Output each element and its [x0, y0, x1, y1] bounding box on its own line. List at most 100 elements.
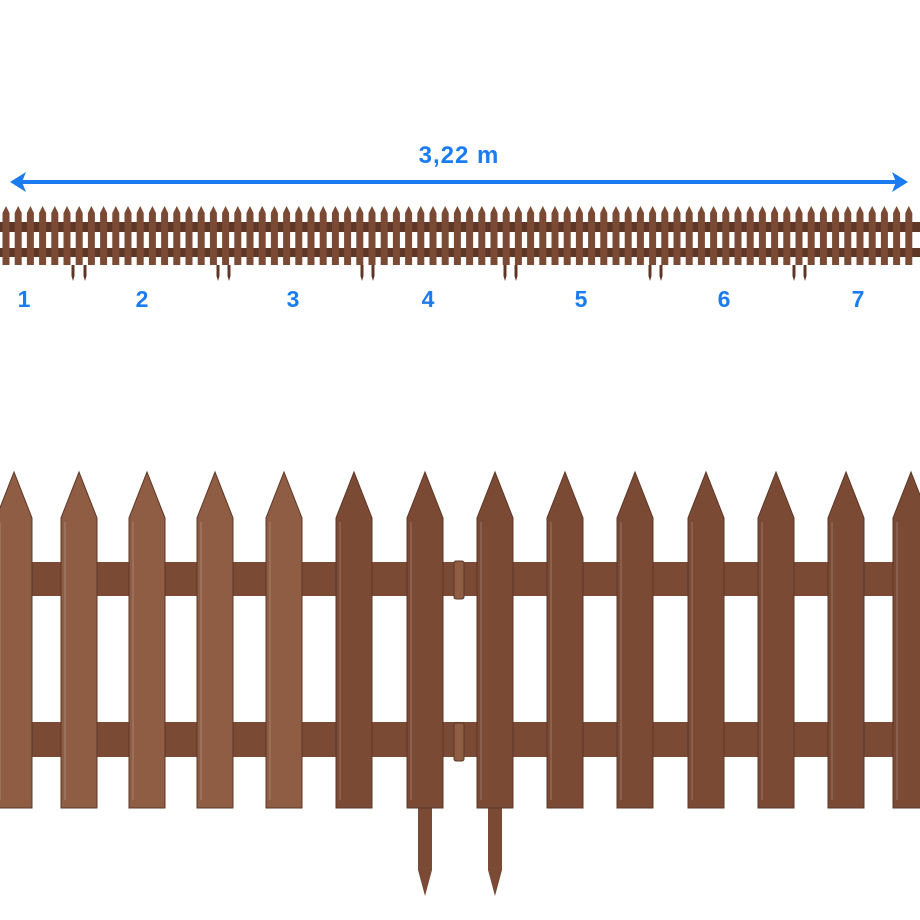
small-fence-picket	[771, 206, 779, 265]
small-fence-picket	[624, 206, 632, 265]
small-fence-picket	[478, 206, 486, 265]
large-fence-picket	[335, 470, 373, 809]
small-fence-picket	[270, 206, 278, 265]
small-fence-picket	[551, 206, 559, 265]
small-fence-picket	[197, 206, 205, 265]
small-fence-picket	[185, 206, 193, 265]
ground-stake	[418, 808, 432, 896]
small-fence-picket	[905, 206, 913, 265]
small-fence-picket	[758, 206, 766, 265]
small-fence-picket	[283, 206, 291, 265]
small-fence-picket	[295, 206, 303, 265]
small-fence-picket	[136, 206, 144, 265]
hinge	[453, 722, 465, 762]
ground-stake	[488, 808, 502, 896]
large-fence-picket	[265, 470, 303, 809]
small-fence-picket	[685, 206, 693, 265]
section-number: 6	[717, 286, 731, 312]
small-fence-picket	[307, 206, 315, 265]
small-fence-picket	[405, 206, 413, 265]
small-fence-picket	[246, 206, 254, 265]
large-fence-picket	[892, 470, 920, 809]
small-fence-stake	[659, 265, 663, 281]
small-fence-picket	[14, 206, 22, 265]
small-fence-picket	[575, 206, 583, 265]
small-fence-picket	[380, 206, 388, 265]
small-fence-picket	[39, 206, 47, 265]
large-fence-picket	[827, 470, 865, 809]
large-fence-picket	[687, 470, 725, 809]
small-fence-stake	[503, 265, 507, 281]
small-fence-picket	[466, 206, 474, 265]
small-fence-picket	[356, 206, 364, 265]
large-fence-picket	[60, 470, 98, 809]
large-fence-picket	[757, 470, 795, 809]
small-fence-picket	[527, 206, 535, 265]
small-fence-picket	[588, 206, 596, 265]
small-fence-stake	[371, 265, 375, 281]
small-fence-picket	[75, 206, 83, 265]
small-fence-picket	[722, 206, 730, 265]
small-fence-picket	[417, 206, 425, 265]
small-fence-picket	[2, 206, 10, 265]
small-fence-picket	[807, 206, 815, 265]
small-fence-picket	[344, 206, 352, 265]
small-fence-picket	[331, 206, 339, 265]
section-number: 4	[421, 286, 435, 312]
small-fence-stake	[514, 265, 518, 281]
small-fence-stake	[648, 265, 652, 281]
small-fence-picket	[453, 206, 461, 265]
large-fence-picket	[406, 470, 444, 809]
small-fence-picket	[392, 206, 400, 265]
small-fence-picket	[539, 206, 547, 265]
small-fence-picket	[51, 206, 59, 265]
small-fence-picket	[209, 206, 217, 265]
section-number: 1	[17, 286, 31, 312]
small-fence-picket	[563, 206, 571, 265]
small-fence-picket	[441, 206, 449, 265]
small-fence-picket	[697, 206, 705, 265]
arrow-left-head	[10, 172, 26, 192]
small-fence-picket	[161, 206, 169, 265]
large-fence-picket	[616, 470, 654, 809]
small-fence-picket	[819, 206, 827, 265]
small-fence-stake	[83, 265, 87, 281]
small-fence-stake	[216, 265, 220, 281]
small-fence-picket	[368, 206, 376, 265]
small-fence-picket	[795, 206, 803, 265]
small-fence-picket	[783, 206, 791, 265]
small-fence-picket	[600, 206, 608, 265]
small-fence-picket	[148, 206, 156, 265]
length-dimension-label: 3,22 m	[418, 142, 500, 169]
arrow-right-head	[892, 172, 908, 192]
small-fence-picket	[893, 206, 901, 265]
large-fence-picket	[476, 470, 514, 809]
small-fence-stake	[71, 265, 75, 281]
small-fence-picket	[173, 206, 181, 265]
small-fence-picket	[710, 206, 718, 265]
section-number: 3	[286, 286, 300, 312]
small-fence-stake	[227, 265, 231, 281]
small-fence-picket	[746, 206, 754, 265]
large-fence-picket	[128, 470, 166, 809]
large-fence-picket	[0, 470, 33, 809]
small-fence-picket	[112, 206, 120, 265]
small-fence-picket	[258, 206, 266, 265]
small-fence-picket	[429, 206, 437, 265]
small-fence-picket	[649, 206, 657, 265]
small-fence-picket	[880, 206, 888, 265]
small-fence-picket	[63, 206, 71, 265]
small-fence-picket	[100, 206, 108, 265]
small-fence-picket	[26, 206, 34, 265]
small-fence-picket	[87, 206, 95, 265]
small-fence-picket	[502, 206, 510, 265]
small-fence-picket	[734, 206, 742, 265]
small-fence-picket	[844, 206, 852, 265]
small-fence-picket	[612, 206, 620, 265]
small-fence-picket	[868, 206, 876, 265]
large-fence-picket	[196, 470, 234, 809]
section-number: 5	[574, 286, 588, 312]
section-number: 7	[851, 286, 865, 312]
